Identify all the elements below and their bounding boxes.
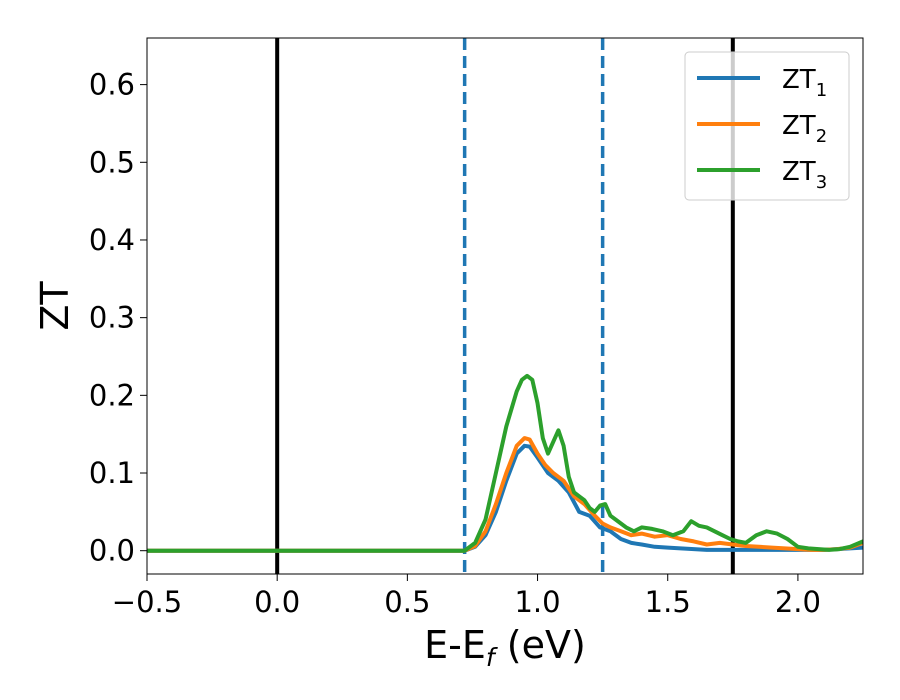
series-line-zt2 xyxy=(147,436,863,553)
y-tick-label: 0.5 xyxy=(89,145,135,179)
legend-label-main: ZT xyxy=(782,65,816,95)
y-tick-label: 0.3 xyxy=(89,301,135,335)
x-tick-label: 0.5 xyxy=(384,585,430,619)
legend-label-zt3: ZT3 xyxy=(782,157,827,193)
y-axis-ticks: 0.0 0.1 0.2 0.3 0.4 0.5 0.6 xyxy=(89,68,147,568)
x-axis-title: E-Ef (eV) xyxy=(424,623,586,672)
legend-label-main: ZT xyxy=(782,111,816,141)
series-layer xyxy=(147,373,863,553)
legend-frame xyxy=(684,51,850,201)
y-tick-label: 0.2 xyxy=(89,378,135,412)
y-tick-label: 0.4 xyxy=(89,223,135,257)
x-axis-title-main: E-E xyxy=(424,623,486,667)
series-line-zt3 xyxy=(147,373,863,553)
x-axis-title-unit: (eV) xyxy=(495,623,586,667)
legend-label-subscript: 1 xyxy=(816,80,827,101)
legend-label-main: ZT xyxy=(782,157,816,187)
legend-label-zt1: ZT1 xyxy=(782,65,827,101)
y-tick-label: 0.0 xyxy=(89,534,135,568)
x-tick-label: 1.0 xyxy=(514,585,560,619)
plot-frame xyxy=(146,37,864,575)
y-tick-label: 0.6 xyxy=(89,68,135,102)
legend-label-subscript: 3 xyxy=(816,172,827,193)
y-axis-title: ZT xyxy=(33,281,77,331)
x-tick-label: 2.0 xyxy=(775,585,821,619)
legend-label-subscript: 2 xyxy=(816,126,827,147)
legend-label-zt2: ZT2 xyxy=(782,111,827,147)
x-tick-label: 1.5 xyxy=(645,585,691,619)
x-tick-label: −0.5 xyxy=(112,585,182,619)
x-tick-label: 0.0 xyxy=(254,585,300,619)
y-tick-label: 0.1 xyxy=(89,456,135,490)
x-axis-ticks: −0.5 0.0 0.5 1.0 1.5 2.0 xyxy=(112,574,821,619)
